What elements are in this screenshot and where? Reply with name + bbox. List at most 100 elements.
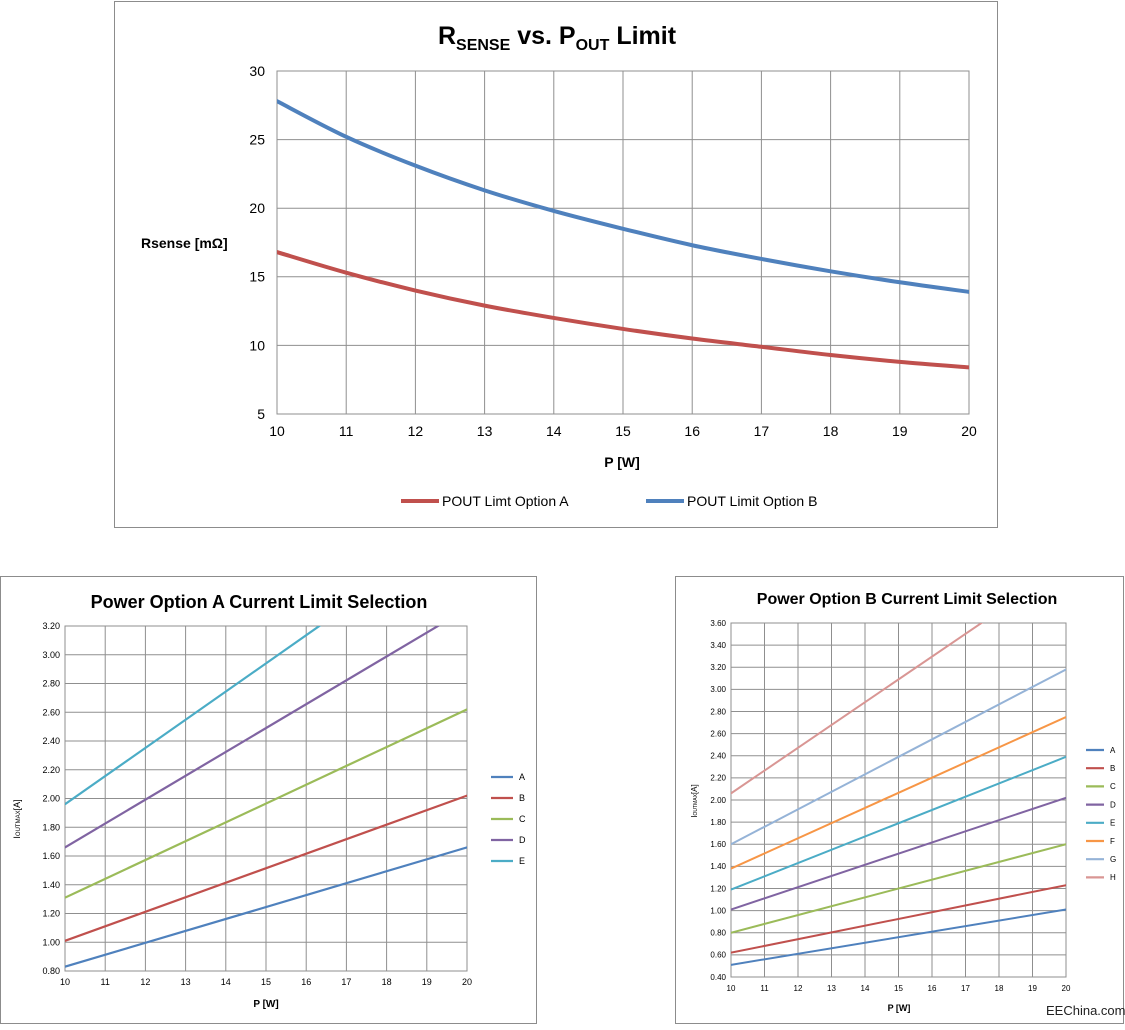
y-tick-label: 2.60 — [42, 707, 60, 717]
y-tick-label: 0.60 — [710, 951, 726, 960]
plot-frame — [64, 625, 468, 972]
y-tick-label: 3.20 — [710, 663, 726, 672]
x-tick-label: 17 — [341, 977, 351, 987]
series-line-pout-limt-option-a — [277, 250, 969, 370]
chart-title: Power Option B Current Limit Selection — [757, 591, 1057, 608]
y-tick-label: 10 — [249, 337, 265, 353]
title-vs: vs. P — [510, 22, 575, 50]
legend-label-c: C — [519, 814, 526, 824]
series-line-g — [731, 668, 1066, 846]
x-tick-label: 15 — [615, 423, 631, 439]
legend-label-c: C — [1110, 782, 1116, 791]
y-label-main: I — [690, 815, 699, 817]
y-tick-label: 2.00 — [710, 796, 726, 805]
y-tick-label: 0.40 — [710, 973, 726, 982]
watermark: EEChina.com — [1046, 1003, 1125, 1018]
x-tick-label: 11 — [760, 984, 769, 993]
x-tick-label: 16 — [301, 977, 311, 987]
y-tick-label: 2.20 — [710, 774, 726, 783]
series-line-b — [65, 794, 467, 942]
legend-label-h: H — [1110, 873, 1116, 882]
x-axis-label: P [W] — [253, 999, 278, 1010]
legend-label-d: D — [519, 835, 526, 845]
y-tick-label: 0.80 — [710, 929, 726, 938]
y-tick-label: 1.00 — [42, 937, 60, 947]
x-tick-label: 18 — [823, 423, 839, 439]
x-tick-label: 10 — [60, 977, 70, 987]
y-tick-label: 15 — [249, 269, 265, 285]
plot-frame — [276, 70, 970, 415]
legend-label-b: B — [1110, 764, 1115, 773]
y-tick-label: 20 — [249, 200, 265, 216]
x-tick-label: 12 — [408, 423, 424, 439]
series-line-e — [731, 755, 1066, 891]
y-tick-label: 1.40 — [710, 862, 726, 871]
option-b-chart: Power Option B Current Limit Selection 0… — [690, 591, 1116, 1013]
y-tick-label: 1.00 — [710, 906, 726, 915]
y-tick-label: 3.40 — [710, 641, 726, 650]
plot-frame — [730, 622, 1067, 978]
x-tick-label: 14 — [546, 423, 562, 439]
x-tick-label: 11 — [101, 977, 110, 987]
y-tick-label: 1.80 — [710, 818, 726, 827]
x-tick-label: 11 — [339, 423, 354, 439]
legend-label-b: POUT Limit Option B — [687, 493, 817, 509]
x-tick-label: 19 — [1028, 984, 1037, 993]
y-axis-label: IOUTMAX[A] — [690, 784, 699, 817]
legend-label-b: B — [519, 793, 525, 803]
y-tick-label: 1.60 — [710, 840, 726, 849]
series-line-f — [731, 716, 1066, 870]
y-tick-label: 2.40 — [42, 736, 60, 746]
x-tick-label: 13 — [827, 984, 836, 993]
plot-area: 0.80 1.00 1.20 1.40 1.60 1.80 2.00 2.20 2.40 2.60… — [42, 621, 472, 987]
title-r-subscript: SENSE — [456, 37, 511, 54]
x-tick-label: 13 — [477, 423, 493, 439]
series-line-a — [65, 846, 467, 968]
x-tick-label: 14 — [221, 977, 231, 987]
y-tick-label: 3.60 — [710, 619, 726, 628]
rsense-chart-panel: RSENSE vs. POUT Limit 5 10 15 20 25 30 10 11 12 1… — [114, 1, 998, 528]
chart-title: Power Option A Current Limit Selection — [91, 592, 428, 612]
y-tick-label: 2.00 — [42, 794, 60, 804]
y-tick-label: 5 — [257, 406, 265, 422]
y-axis-label: Rsense [mΩ] — [141, 235, 228, 251]
series-line-e — [65, 626, 322, 806]
legend: POUT Limt Option A POUT Limit Option B — [401, 493, 817, 509]
y-tick-label: 3.00 — [42, 650, 60, 660]
series-line-c — [65, 708, 467, 899]
x-tick-label: 14 — [861, 984, 870, 993]
y-tick-label: 30 — [249, 63, 265, 79]
y-tick-label: 1.80 — [42, 822, 60, 832]
x-tick-label: 20 — [462, 977, 472, 987]
x-tick-label: 20 — [961, 423, 977, 439]
x-tick-label: 18 — [382, 977, 392, 987]
legend-label-a: A — [1110, 746, 1116, 755]
y-tick-label: 2.80 — [42, 679, 60, 689]
series-line-d — [731, 796, 1066, 911]
y-tick-label: 1.60 — [42, 851, 60, 861]
x-axis-label: P [W] — [888, 1003, 911, 1013]
plot-area: 0.40 0.60 0.80 1.00 1.20 1.40 1.60 1.80 2.00 2.20… — [710, 619, 1071, 993]
series-line-a — [731, 908, 1066, 966]
y-tick-label: 1.20 — [710, 884, 726, 893]
x-tick-label: 10 — [727, 984, 736, 993]
x-tick-label: 19 — [892, 423, 908, 439]
chart-title: RSENSE vs. POUT Limit — [438, 22, 677, 54]
legend: A B C D E — [491, 772, 526, 866]
x-tick-label: 18 — [995, 984, 1004, 993]
title-p-subscript: OUT — [576, 37, 610, 54]
x-tick-label: 13 — [181, 977, 191, 987]
legend-label-f: F — [1110, 837, 1115, 846]
y-tick-label: 2.60 — [710, 729, 726, 738]
x-tick-label: 20 — [1062, 984, 1071, 993]
title-tail: Limit — [609, 22, 676, 50]
x-tick-label: 16 — [928, 984, 937, 993]
x-tick-label: 12 — [140, 977, 150, 987]
y-tick-label: 1.40 — [42, 880, 60, 890]
series-line-pout-limit-option-b — [277, 99, 969, 294]
y-tick-label: 2.40 — [710, 752, 726, 761]
legend-label-e: E — [519, 856, 525, 866]
option-b-chart-panel: Power Option B Current Limit Selection 0… — [675, 576, 1124, 1024]
